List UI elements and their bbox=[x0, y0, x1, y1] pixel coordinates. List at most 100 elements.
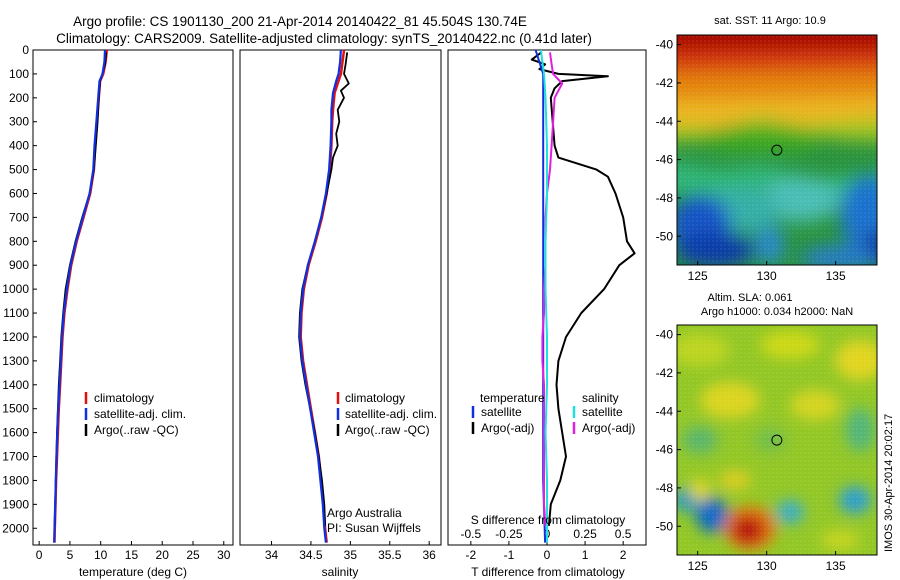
argo-location-marker bbox=[771, 144, 783, 156]
depth-tick-label: 1800 bbox=[2, 473, 29, 487]
sla-map-ticks: 125 130 135 -40 -42 -44 -46 -48 -50 bbox=[656, 328, 846, 573]
map-y-tick-label: -46 bbox=[656, 443, 674, 457]
sst-map-frame bbox=[676, 34, 878, 266]
map-x-tick-label: 125 bbox=[688, 559, 708, 573]
depth-tick-label: 0 bbox=[22, 43, 29, 57]
depth-tick-label: 1300 bbox=[2, 354, 29, 368]
legend-label-s-argo: Argo(-adj) bbox=[582, 421, 635, 435]
x-tick-label: 15 bbox=[125, 548, 139, 562]
argo-line bbox=[298, 52, 350, 526]
argo-location-marker bbox=[771, 434, 783, 446]
salinity-lines bbox=[298, 49, 350, 543]
depth-tick-label: 1600 bbox=[2, 426, 29, 440]
sla-heatmap bbox=[677, 325, 877, 555]
x-tick-label: 5 bbox=[67, 548, 74, 562]
salinity-legend: climatology satellite-adj. clim. Argo(..… bbox=[336, 391, 437, 437]
depth-axis: 0 100 200 300 400 500 600 700 800 900 1000 1100 1200… bbox=[2, 43, 37, 535]
legend-title-salinity: salinity bbox=[582, 391, 619, 405]
depth-tick-label: 900 bbox=[9, 258, 29, 272]
map-x-tick-label: 135 bbox=[826, 559, 846, 573]
imos-timestamp: IMOS 30-Apr-2014 20:02:17 bbox=[883, 414, 895, 552]
salinity-panel: 34 34.5 35 35.5 36 climatology satellite-adj… bbox=[239, 49, 442, 579]
temperature-x-label: temperature (deg C) bbox=[79, 565, 187, 579]
legend-label-climatology: climatology bbox=[345, 391, 405, 405]
difference-x-ticks: -2 -1 0 1 2-0.5 -0.25 0 0.25 0.5 bbox=[461, 527, 632, 562]
map-y-tick-label: -48 bbox=[656, 191, 674, 205]
legend-label-argo: Argo(..raw -QC) bbox=[345, 423, 430, 437]
map-y-tick-label: -46 bbox=[656, 153, 674, 167]
map-y-tick-label: -42 bbox=[656, 366, 674, 380]
map-y-tick-label: -40 bbox=[656, 38, 674, 52]
depth-tick-label: 200 bbox=[9, 91, 29, 105]
sla-map-subtitle: Argo h1000: 0.034 h2000: NaN bbox=[701, 306, 853, 318]
x-tick-label: 20 bbox=[156, 548, 170, 562]
map-y-tick-label: -44 bbox=[656, 114, 674, 128]
climatology-line bbox=[53, 49, 109, 543]
depth-tick-label: 800 bbox=[9, 234, 29, 248]
t-argo-line bbox=[530, 51, 636, 526]
temperature-plot-frame bbox=[32, 49, 234, 546]
sst-map-ticks: 125 130 135 -40 -42 -44 -46 -48 -50 bbox=[656, 38, 846, 283]
salinity-x-label: salinity bbox=[322, 565, 359, 579]
depth-tick-label: 1400 bbox=[2, 378, 29, 392]
x-tick-label: 36 bbox=[422, 548, 436, 562]
legend-label-s-satellite: satellite bbox=[582, 405, 623, 419]
s-tick-label: -0.25 bbox=[495, 527, 523, 541]
depth-tick-label: 1000 bbox=[2, 282, 29, 296]
map-y-tick-label: -50 bbox=[656, 229, 674, 243]
x-tick-label: 2 bbox=[620, 548, 627, 562]
salinity-plot-frame bbox=[239, 49, 442, 546]
sla-map-panel: Altim. SLA: 0.061 Argo h1000: 0.034 h200… bbox=[656, 292, 878, 573]
depth-tick-label: 1700 bbox=[2, 450, 29, 464]
legend-label-argo: Argo(..raw -QC) bbox=[94, 423, 179, 437]
legend-label-climatology: climatology bbox=[94, 391, 154, 405]
climatology-line bbox=[299, 49, 346, 543]
sla-map-title: Altim. SLA: 0.061 bbox=[708, 292, 793, 304]
depth-tick-label: 1500 bbox=[2, 402, 29, 416]
x-tick-label: -2 bbox=[466, 548, 477, 562]
s-tick-label: -0.5 bbox=[461, 527, 482, 541]
map-x-tick-label: 130 bbox=[757, 559, 777, 573]
sst-map-panel: sat. SST: 11 Argo: 10.9 bbox=[656, 15, 878, 283]
difference-legend-temperature: temperature satellite Argo(-adj) bbox=[471, 391, 545, 435]
temperature-legend: climatology satellite-adj. clim. Argo(..… bbox=[84, 391, 186, 437]
depth-tick-label: 100 bbox=[9, 67, 29, 81]
sst-heatmap bbox=[677, 35, 877, 265]
sla-map-frame bbox=[676, 324, 878, 556]
depth-tick-label: 1100 bbox=[3, 306, 29, 320]
s-tick-label: 0.5 bbox=[615, 527, 632, 541]
x-tick-label: -1 bbox=[504, 548, 515, 562]
depth-tick-label: 300 bbox=[9, 115, 29, 129]
difference-legend-salinity: salinity satellite Argo(-adj) bbox=[572, 391, 635, 435]
x-tick-label: 0 bbox=[36, 548, 43, 562]
legend-label-t-argo: Argo(-adj) bbox=[481, 421, 534, 435]
legend-label-satellite: satellite-adj. clim. bbox=[345, 407, 437, 421]
figure-title-line2: Climatology: CARS2009. Satellite-adjuste… bbox=[56, 31, 592, 46]
salinity-x-ticks: 34 34.5 35 35.5 36 bbox=[265, 541, 436, 562]
argo-line bbox=[53, 52, 108, 526]
x-tick-label: 35 bbox=[344, 548, 358, 562]
x-tick-label: 34 bbox=[265, 548, 279, 562]
map-y-tick-label: -50 bbox=[656, 519, 674, 533]
s-tick-label: 0.25 bbox=[573, 527, 597, 541]
depth-tick-label: 600 bbox=[9, 186, 29, 200]
x-tick-label: 0 bbox=[544, 548, 551, 562]
depth-tick-label: 1200 bbox=[2, 330, 29, 344]
x-tick-label: 10 bbox=[94, 548, 108, 562]
temperature-panel: 0 5 10 15 20 25 30 climatology satellite-adj. … bbox=[32, 49, 234, 579]
difference-s-label: S difference from climatology bbox=[471, 513, 626, 527]
temperature-x-ticks: 0 5 10 15 20 25 30 bbox=[36, 541, 231, 562]
map-y-tick-label: -48 bbox=[656, 481, 674, 495]
depth-tick-label: 500 bbox=[9, 163, 29, 177]
map-y-tick-label: -44 bbox=[656, 404, 674, 418]
map-y-tick-label: -40 bbox=[656, 328, 674, 342]
map-x-tick-label: 135 bbox=[826, 269, 846, 283]
legend-label-t-satellite: satellite bbox=[481, 405, 522, 419]
x-tick-label: 30 bbox=[217, 548, 231, 562]
legend-label-satellite: satellite-adj. clim. bbox=[94, 407, 186, 421]
x-tick-label: 34.5 bbox=[299, 548, 323, 562]
map-x-tick-label: 125 bbox=[688, 269, 708, 283]
difference-t-label: T difference from climatology bbox=[471, 565, 625, 579]
temperature-lines bbox=[53, 49, 109, 543]
